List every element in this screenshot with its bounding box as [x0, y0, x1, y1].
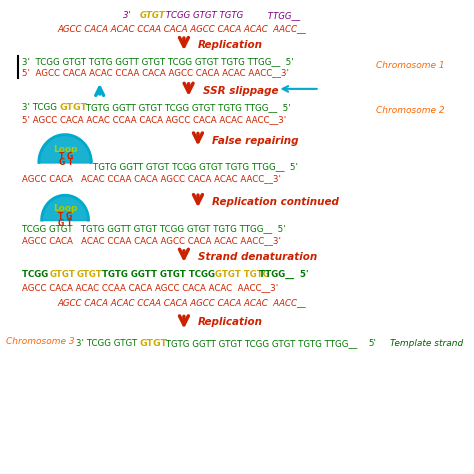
Text: Chromosome 3: Chromosome 3	[6, 337, 75, 346]
Text: TCGG GTGT TGTG: TCGG GTGT TGTG	[164, 11, 244, 20]
Text: Replication continued: Replication continued	[212, 197, 339, 207]
Text: TTGG__  5': TTGG__ 5'	[256, 270, 309, 279]
Text: TCGG GTGT   TGTG GGTT GTGT TCGG GTGT TGTG TTGG__  5': TCGG GTGT TGTG GGTT GTGT TCGG GTGT TGTG …	[22, 224, 286, 233]
Text: Strand denaturation: Strand denaturation	[198, 252, 317, 262]
Text: GTGT: GTGT	[76, 270, 102, 279]
Text: Chromosome 2: Chromosome 2	[376, 106, 445, 115]
Text: Loop: Loop	[53, 145, 77, 154]
Text: False repairing: False repairing	[212, 136, 299, 146]
Text: GTGT TGTG: GTGT TGTG	[212, 270, 270, 279]
Text: G T: G T	[57, 219, 72, 228]
Text: TCGG: TCGG	[22, 270, 51, 279]
Text: AGCC CACA ACAC CCAA CACA AGCC CACA ACAC  AACC__: AGCC CACA ACAC CCAA CACA AGCC CACA ACAC …	[57, 298, 306, 307]
Text: T G: T G	[57, 212, 72, 221]
Text: Template strand: Template strand	[390, 339, 463, 348]
Text: GTGT: GTGT	[140, 11, 166, 20]
Text: 3' TCGG GTGT: 3' TCGG GTGT	[76, 339, 140, 348]
Text: Replication: Replication	[198, 318, 263, 328]
Text: TGTG GGTT GTGT TCGG GTGT TGTG TTGG__  5': TGTG GGTT GTGT TCGG GTGT TGTG TTGG__ 5'	[93, 163, 298, 172]
Text: Replication: Replication	[198, 40, 263, 50]
Text: TGTG GGTT GTGT TCGG: TGTG GGTT GTGT TCGG	[99, 270, 215, 279]
Text: TGTG GGTT GTGT TCGG GTGT TGTG TTGG__: TGTG GGTT GTGT TCGG GTGT TGTG TTGG__	[164, 339, 357, 348]
Text: TGTG GGTT GTGT TCGG GTGT TGTG TTGG__  5': TGTG GGTT GTGT TCGG GTGT TGTG TTGG__ 5'	[83, 103, 291, 112]
Text: 5': 5'	[368, 339, 376, 348]
Text: T G: T G	[59, 152, 73, 161]
Text: AGCC CACA   ACAC CCAA CACA AGCC CACA ACAC AACC__3': AGCC CACA ACAC CCAA CACA AGCC CACA ACAC …	[22, 174, 281, 183]
Text: GTGT: GTGT	[140, 339, 168, 348]
Text: G T: G T	[59, 158, 73, 167]
Text: GTGT: GTGT	[50, 270, 76, 279]
Text: 3' TCGG: 3' TCGG	[22, 103, 60, 112]
Text: AGCC CACA ACAC CCAA CACA AGCC CACA ACAC  AACC__: AGCC CACA ACAC CCAA CACA AGCC CACA ACAC …	[57, 24, 306, 33]
Text: TTGG__: TTGG__	[265, 11, 301, 20]
Text: GTGT: GTGT	[59, 103, 87, 112]
Text: AGCC CACA ACAC CCAA CACA AGCC CACA ACAC  AACC__3': AGCC CACA ACAC CCAA CACA AGCC CACA ACAC …	[22, 283, 278, 292]
Text: Chromosome 1: Chromosome 1	[376, 61, 445, 70]
Text: SSR slippage: SSR slippage	[203, 86, 278, 96]
Text: 3': 3'	[123, 11, 137, 20]
Text: 5'  AGCC CACA ACAC CCAA CACA AGCC CACA ACAC AACC__3': 5' AGCC CACA ACAC CCAA CACA AGCC CACA AC…	[22, 68, 289, 77]
Text: AGCC CACA   ACAC CCAA CACA AGCC CACA ACAC AACC__3': AGCC CACA ACAC CCAA CACA AGCC CACA ACAC …	[22, 236, 281, 245]
Text: Loop: Loop	[53, 204, 77, 213]
Text: 5' AGCC CACA ACAC CCAA CACA AGCC CACA ACAC AACC__3': 5' AGCC CACA ACAC CCAA CACA AGCC CACA AC…	[22, 115, 286, 124]
Text: 3'  TCGG GTGT TGTG GGTT GTGT TCGG GTGT TGTG TTGG__  5': 3' TCGG GTGT TGTG GGTT GTGT TCGG GTGT TG…	[22, 57, 294, 66]
